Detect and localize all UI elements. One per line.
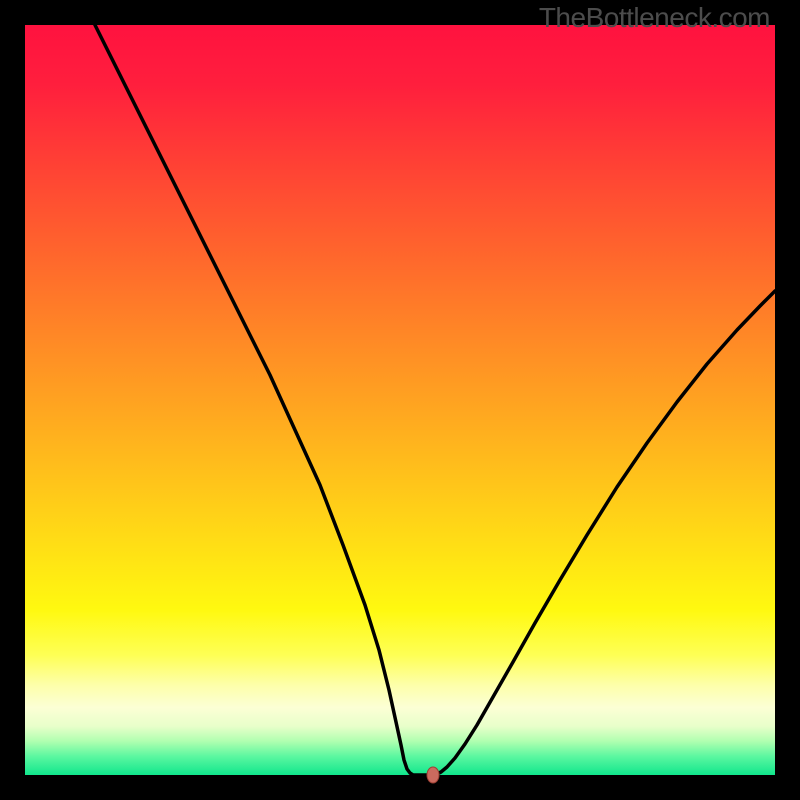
watermark-label: TheBottleneck.com [539, 2, 770, 34]
bottleneck-curve [95, 25, 775, 775]
minimum-marker [427, 767, 439, 783]
plot-area [25, 25, 775, 775]
chart-frame: TheBottleneck.com [0, 0, 800, 800]
curve-layer [25, 25, 775, 775]
